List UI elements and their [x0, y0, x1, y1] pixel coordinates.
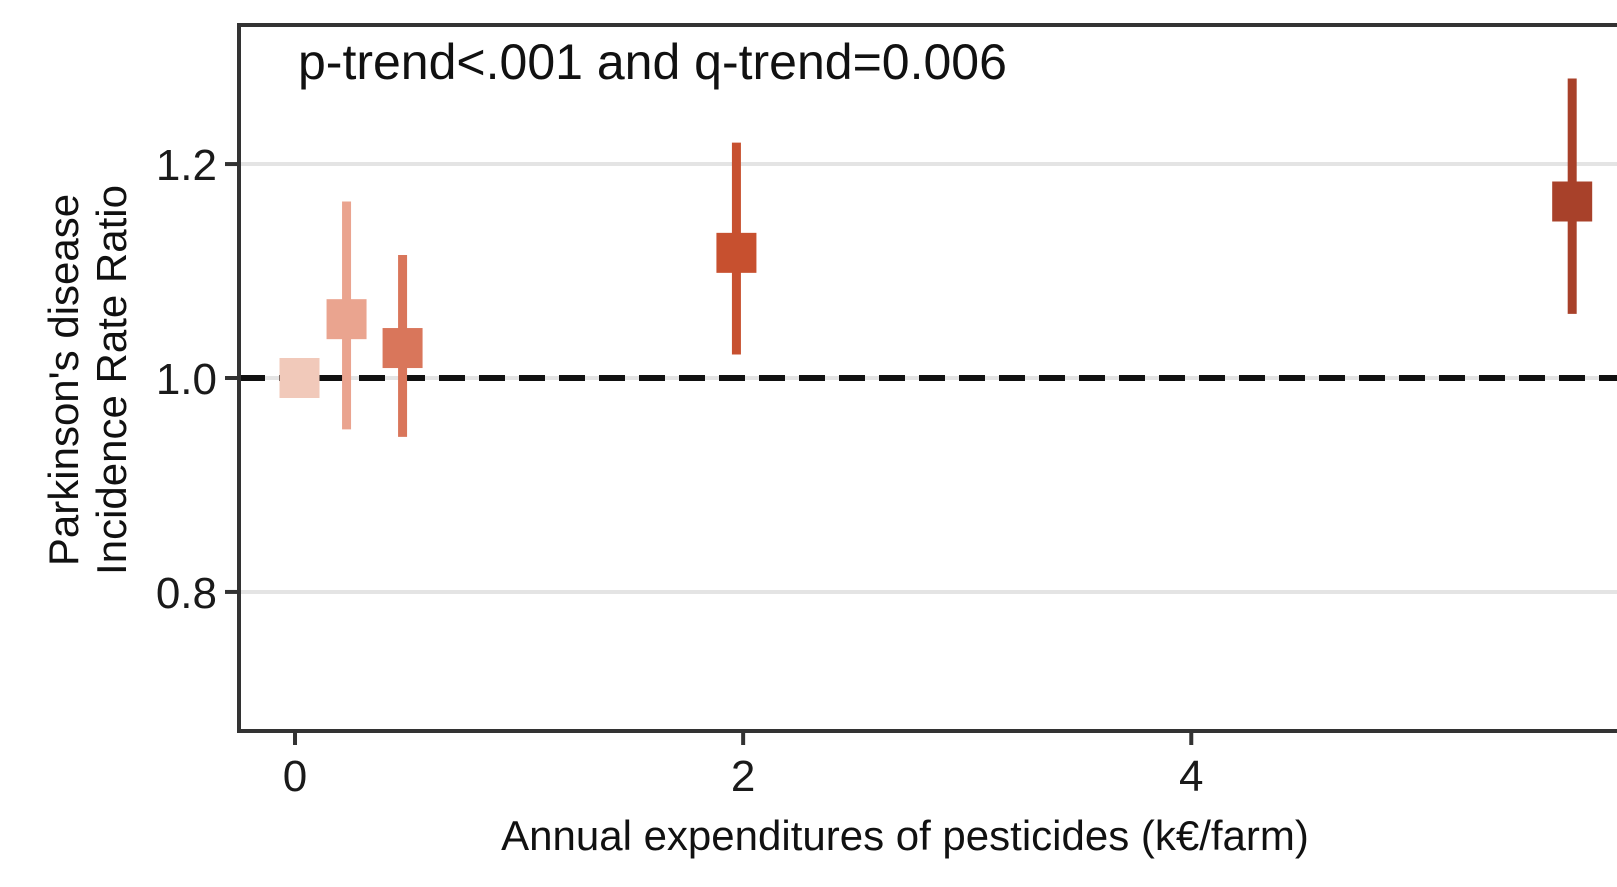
- data-point-1: [326, 201, 367, 430]
- estimate-marker-4: [1552, 181, 1593, 222]
- estimate-marker-3: [716, 232, 757, 273]
- x-tick-label-0: 0: [283, 752, 307, 801]
- estimate-marker-2: [382, 328, 423, 369]
- data-point-3: [716, 142, 757, 355]
- y-axis-label-line1: Parkinson's disease: [40, 194, 87, 566]
- data-point-0: [279, 358, 320, 398]
- y-axis-label-line2: Incidence Rate Ratio: [88, 185, 135, 575]
- ticks-layer: 0.8 1.0 1.2 0 2 4: [156, 141, 1204, 801]
- points-layer: [279, 78, 1593, 437]
- x-axis-label: Annual expenditures of pesticides (k€/fa…: [501, 812, 1309, 859]
- estimate-marker-1: [326, 299, 367, 340]
- y-tick-label-0: 0.8: [156, 569, 217, 618]
- x-tick-label-2: 4: [1179, 752, 1203, 801]
- y-tick-label-1: 1.0: [156, 355, 217, 404]
- data-point-4: [1552, 78, 1593, 314]
- x-tick-label-1: 2: [731, 752, 755, 801]
- estimate-marker-0: [279, 358, 320, 398]
- data-point-2: [382, 254, 423, 437]
- y-tick-label-2: 1.2: [156, 141, 217, 190]
- trend-annotation: p-trend<.001 and q-trend=0.006: [298, 34, 1007, 90]
- y-axis-label: Parkinson's disease Incidence Rate Ratio: [40, 185, 135, 575]
